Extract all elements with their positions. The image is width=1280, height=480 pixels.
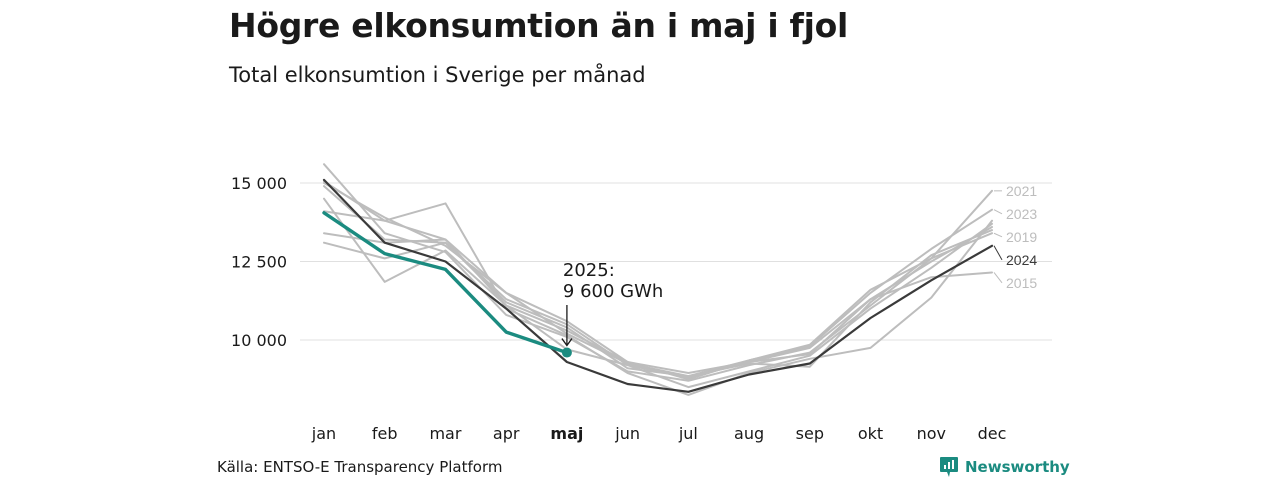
- series-line: [323, 182, 993, 378]
- series-end-dot: [561, 347, 572, 358]
- x-tick-label: sep: [796, 424, 824, 443]
- series-labels: 2021 2023 2019 2024 2015: [993, 183, 1037, 291]
- series-line: [323, 197, 993, 379]
- series-line: [322, 178, 994, 393]
- y-tick-label: 10 000: [231, 331, 287, 350]
- x-tick-label: okt: [858, 424, 883, 443]
- brand-name: Newsworthy: [965, 458, 1070, 476]
- y-axis-ticks: 10 000 12 500 15 000: [231, 174, 287, 350]
- annotation-label-line1: 2025:: [563, 260, 615, 281]
- previous-year-line: [322, 178, 994, 393]
- series-line: [323, 185, 993, 389]
- source-note: Källa: ENTSO-E Transparency Platform: [217, 458, 503, 476]
- annotation-arrow-head: [561, 338, 573, 347]
- x-axis-ticks: jan feb mar apr maj jun jul aug sep okt nov dec: [311, 424, 1007, 443]
- series-label: 2023: [1006, 206, 1037, 222]
- chart-subtitle: Total elkonsumtion i Sverige per månad: [229, 63, 646, 87]
- brand-logo[interactable]: Newsworthy: [939, 456, 1070, 478]
- x-tick-label: jun: [614, 424, 640, 443]
- series-label: 2019: [1006, 229, 1037, 245]
- y-tick-label: 12 500: [231, 253, 287, 272]
- highlight-line: [322, 211, 572, 358]
- series-line: [323, 202, 993, 396]
- x-tick-label: apr: [493, 424, 520, 443]
- chart-title: Högre elkonsumtion än i maj i fjol: [229, 6, 848, 45]
- x-tick-label: maj: [550, 424, 583, 443]
- series-line: [323, 163, 993, 382]
- x-tick-label: jul: [678, 424, 698, 443]
- x-tick-label: jan: [311, 424, 336, 443]
- x-tick-label: nov: [917, 424, 946, 443]
- series-line: [323, 229, 993, 378]
- label-leader: [993, 272, 1003, 284]
- series-line: [322, 211, 569, 355]
- x-tick-label: feb: [372, 424, 398, 443]
- x-tick-label: dec: [978, 424, 1007, 443]
- x-tick-label: mar: [429, 424, 461, 443]
- series-label: 2021: [1006, 183, 1037, 199]
- x-tick-label: aug: [734, 424, 764, 443]
- annotation: 2025:9 600 GWh: [561, 260, 663, 347]
- label-leader: [993, 209, 1003, 215]
- series-label: 2015: [1006, 275, 1037, 291]
- newsworthy-icon: [940, 457, 958, 477]
- y-tick-label: 15 000: [231, 174, 287, 193]
- other-years-lines: [323, 163, 993, 396]
- annotation-label-line2: 9 600 GWh: [563, 281, 663, 302]
- label-leader: [993, 232, 1003, 238]
- label-leader: [993, 245, 1003, 261]
- series-label: 2024: [1006, 252, 1037, 268]
